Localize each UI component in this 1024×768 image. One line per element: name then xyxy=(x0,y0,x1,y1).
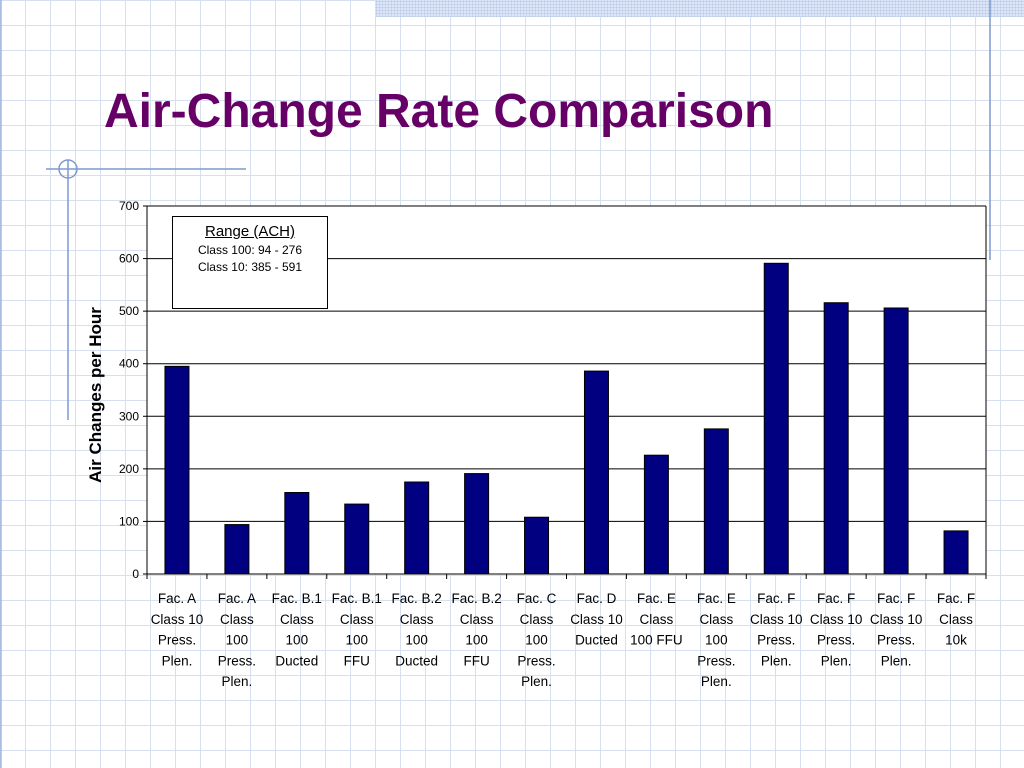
y-tick-label: 100 xyxy=(119,514,139,528)
legend-title: Range (ACH) xyxy=(204,223,296,240)
y-tick-label: 300 xyxy=(119,409,139,423)
x-tick-label: Fac. B.1 Class 100 FFU xyxy=(332,591,382,668)
y-tick-label: 400 xyxy=(119,357,139,371)
x-tick-label: Fac. B.2 Class 100 Ducted xyxy=(392,591,442,668)
x-tick-label: Fac. E Class 100 FFU xyxy=(630,591,683,648)
bar xyxy=(763,262,789,575)
bar xyxy=(284,492,310,575)
y-tick-label: 700 xyxy=(119,199,139,213)
bar xyxy=(464,473,490,575)
bar xyxy=(823,302,849,575)
bar xyxy=(164,365,190,575)
bar xyxy=(224,524,250,575)
y-tick-label: 200 xyxy=(119,462,139,476)
x-tick-label: Fac. F Class 10 Press. Plen. xyxy=(870,591,923,668)
x-tick-label: Fac. A Class 10 Press. Plen. xyxy=(151,591,204,668)
legend-line-class-10: Class 10: 385 - 591 xyxy=(197,260,303,274)
y-tick-label: 500 xyxy=(119,304,139,318)
x-tick-label: Fac. B.1 Class 100 Ducted xyxy=(272,591,322,668)
x-tick-label: Fac. E Class 100 Press. Plen. xyxy=(697,591,736,689)
top-decorative-band xyxy=(375,0,1024,17)
x-tick-label: Fac. F Class 10 Press. Plen. xyxy=(810,591,863,668)
x-tick-label: Fac. F Class 10k xyxy=(937,591,975,648)
range-legend-box: Range (ACH) Class 100: 94 - 276 Class 10… xyxy=(172,216,328,309)
bar xyxy=(524,516,550,575)
bar xyxy=(943,530,969,575)
x-tick-label: Fac. C Class 100 Press. Plen. xyxy=(517,591,557,689)
bar xyxy=(583,370,609,575)
slide-title: Air-Change Rate Comparison xyxy=(104,85,774,138)
y-tick-label: 600 xyxy=(119,252,139,266)
bar xyxy=(643,454,669,575)
x-tick-label: Fac. F Class 10 Press. Plen. xyxy=(750,591,803,668)
x-tick-label: Fac. A Class 100 Press. Plen. xyxy=(218,591,256,689)
y-tick-label: 0 xyxy=(132,567,139,581)
legend-line-class-100: Class 100: 94 - 276 xyxy=(197,243,303,257)
bar xyxy=(344,503,370,575)
bar xyxy=(703,428,729,575)
y-axis-label: Air Changes per Hour xyxy=(86,307,105,483)
x-tick-label: Fac. B.2 Class 100 FFU xyxy=(451,591,501,668)
x-tick-label: Fac. D Class 10 Ducted xyxy=(570,591,623,648)
bar xyxy=(883,307,909,575)
bar xyxy=(404,481,430,575)
